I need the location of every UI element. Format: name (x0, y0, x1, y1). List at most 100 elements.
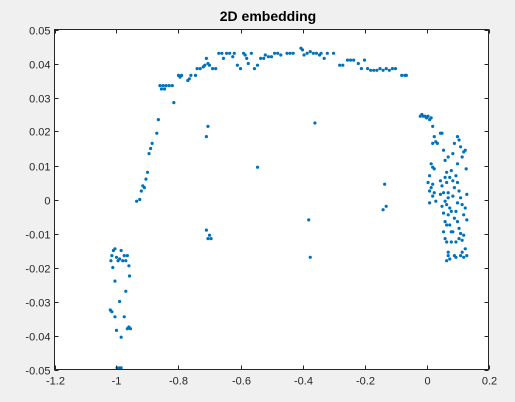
data-point (465, 218, 469, 222)
data-point (446, 213, 450, 217)
data-point (221, 56, 226, 61)
data-point (311, 51, 315, 55)
data-point (460, 203, 464, 207)
data-point (269, 55, 274, 59)
data-point (207, 233, 212, 237)
data-point (255, 63, 260, 67)
data-point (125, 254, 129, 258)
data-point (428, 189, 432, 193)
data-point (457, 189, 461, 193)
data-point (187, 77, 191, 81)
data-point (121, 259, 125, 263)
data-point (204, 135, 208, 139)
data-point (302, 53, 306, 57)
data-point (263, 53, 267, 57)
data-point (448, 223, 452, 227)
data-point (338, 63, 342, 67)
data-point (124, 289, 128, 293)
y-tick-label: 0.01 (29, 162, 50, 174)
data-point (206, 237, 210, 241)
data-point (170, 84, 174, 88)
data-point (135, 199, 139, 203)
data-point (214, 67, 218, 71)
data-point (220, 51, 224, 55)
data-point (156, 118, 160, 122)
data-point (434, 199, 438, 203)
data-point (204, 228, 208, 232)
data-point (243, 53, 247, 57)
data-point (110, 254, 114, 258)
x-tick-label: -0.6 (232, 376, 251, 388)
data-point (446, 196, 450, 200)
data-point (441, 191, 446, 195)
data-point (449, 169, 453, 173)
data-point (118, 299, 122, 304)
data-point (384, 67, 388, 71)
data-point (206, 124, 210, 128)
data-point (319, 51, 323, 55)
data-point (279, 53, 283, 57)
x-tick-label: -0.2 (356, 376, 375, 388)
chart-title: 2D embedding (220, 8, 316, 24)
data-point (443, 237, 447, 241)
data-point (249, 51, 253, 55)
data-point (459, 196, 463, 200)
data-point (443, 199, 447, 203)
data-point (460, 238, 464, 242)
data-point (180, 73, 184, 77)
data-point (428, 174, 432, 178)
data-point (313, 121, 317, 125)
data-point (454, 209, 458, 213)
data-point (305, 51, 309, 55)
x-tick-label: -0.8 (169, 376, 188, 388)
data-point (452, 216, 456, 220)
x-tick-label: -1.2 (46, 376, 65, 388)
data-point (429, 162, 433, 166)
data-point (119, 335, 123, 339)
data-point (189, 73, 193, 77)
x-tick-label: -0.4 (294, 376, 313, 388)
data-point (431, 124, 435, 128)
data-point (451, 179, 455, 183)
data-point (314, 51, 319, 55)
data-point (431, 182, 435, 186)
data-point (465, 254, 469, 258)
data-point (158, 84, 162, 88)
data-point (252, 67, 257, 71)
data-point (164, 84, 168, 88)
y-tick-label: 0.03 (29, 94, 50, 106)
data-point (118, 257, 122, 261)
data-point (285, 51, 289, 55)
y-tick-label: 0.02 (29, 127, 50, 139)
data-point (366, 67, 370, 71)
data-point (308, 50, 312, 54)
data-point (448, 175, 452, 179)
data-point (464, 167, 468, 171)
data-point (400, 73, 404, 77)
data-point (209, 237, 213, 241)
data-point (445, 240, 449, 244)
data-point (238, 67, 243, 71)
data-point (429, 116, 433, 120)
data-point (454, 240, 458, 244)
data-point (113, 247, 117, 251)
data-point (463, 206, 467, 210)
y-tick-label: 0 (44, 196, 50, 208)
data-point (445, 259, 449, 263)
data-point (449, 230, 453, 234)
data-point (262, 56, 266, 61)
data-point (457, 138, 461, 142)
data-point (352, 58, 356, 62)
data-point (459, 254, 463, 258)
data-point (443, 220, 447, 224)
data-point (445, 203, 449, 207)
data-point (119, 248, 123, 253)
data-point (207, 63, 212, 67)
ticks-layer (54, 29, 490, 371)
data-point (362, 58, 367, 62)
points-layer (108, 46, 469, 370)
y-tick-label: -0.02 (25, 264, 50, 276)
data-point (462, 233, 466, 237)
